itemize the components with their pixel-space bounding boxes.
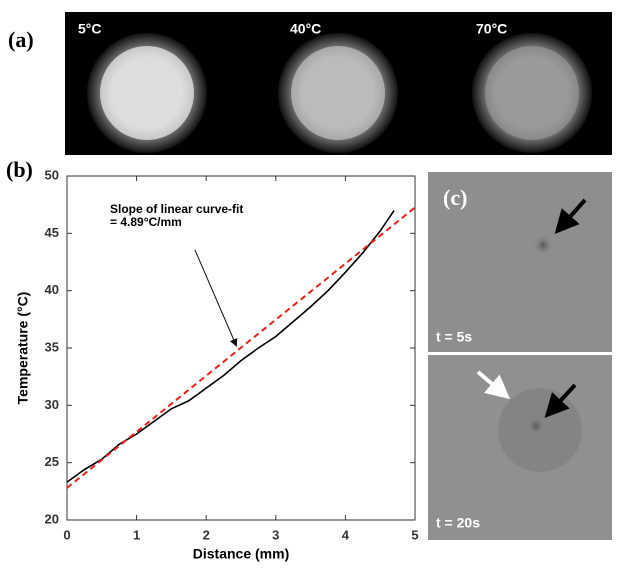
x-tick-label: 2: [203, 527, 210, 542]
y-tick-label: 45: [45, 225, 59, 240]
y-tick-label: 50: [45, 167, 59, 182]
y-tick-label: 30: [45, 397, 59, 412]
y-tick-label: 40: [45, 282, 59, 297]
y-tick-label: 20: [45, 511, 59, 526]
panel-label: (a): [8, 27, 34, 52]
caption: 40°C: [290, 21, 321, 37]
arrow: [544, 383, 577, 418]
spot: [533, 235, 553, 255]
panel-c: (c) t = 5s t = 20s: [428, 172, 612, 540]
caption: 70°C: [476, 21, 507, 37]
panel-b: (b) Distance (mm) Temperature (°C) Slope…: [6, 157, 419, 562]
sample: [291, 46, 385, 140]
sample: [100, 46, 194, 140]
panel-label: (b): [6, 157, 33, 182]
x-tick-label: 5: [411, 527, 418, 542]
series-line: [66, 209, 395, 483]
annotation-arrow: [194, 249, 238, 347]
y-tick-label: 35: [45, 339, 59, 354]
caption: t = 5s: [436, 329, 472, 345]
annotation: = 4.89°C/mm: [110, 215, 182, 229]
caption: t = 20s: [436, 515, 480, 531]
series-line: [66, 206, 416, 489]
x-tick-label: 4: [342, 527, 350, 542]
panel-a: (a) 5°C 40°C 70°C: [8, 12, 612, 155]
arrow: [554, 198, 587, 234]
x-axis-label: Distance (mm): [193, 546, 289, 562]
arrow: [476, 370, 511, 400]
sample: [485, 46, 579, 140]
x-tick-label: 1: [133, 527, 140, 542]
y-axis-label: Temperature (°C): [15, 292, 31, 405]
panel-label: (c): [443, 185, 467, 210]
spot: [527, 417, 545, 435]
x-tick-label: 0: [63, 527, 70, 542]
caption: 5°C: [78, 21, 102, 37]
y-tick-label: 25: [45, 454, 59, 469]
annotation: Slope of linear curve-fit: [110, 202, 243, 216]
x-tick-label: 3: [272, 527, 279, 542]
